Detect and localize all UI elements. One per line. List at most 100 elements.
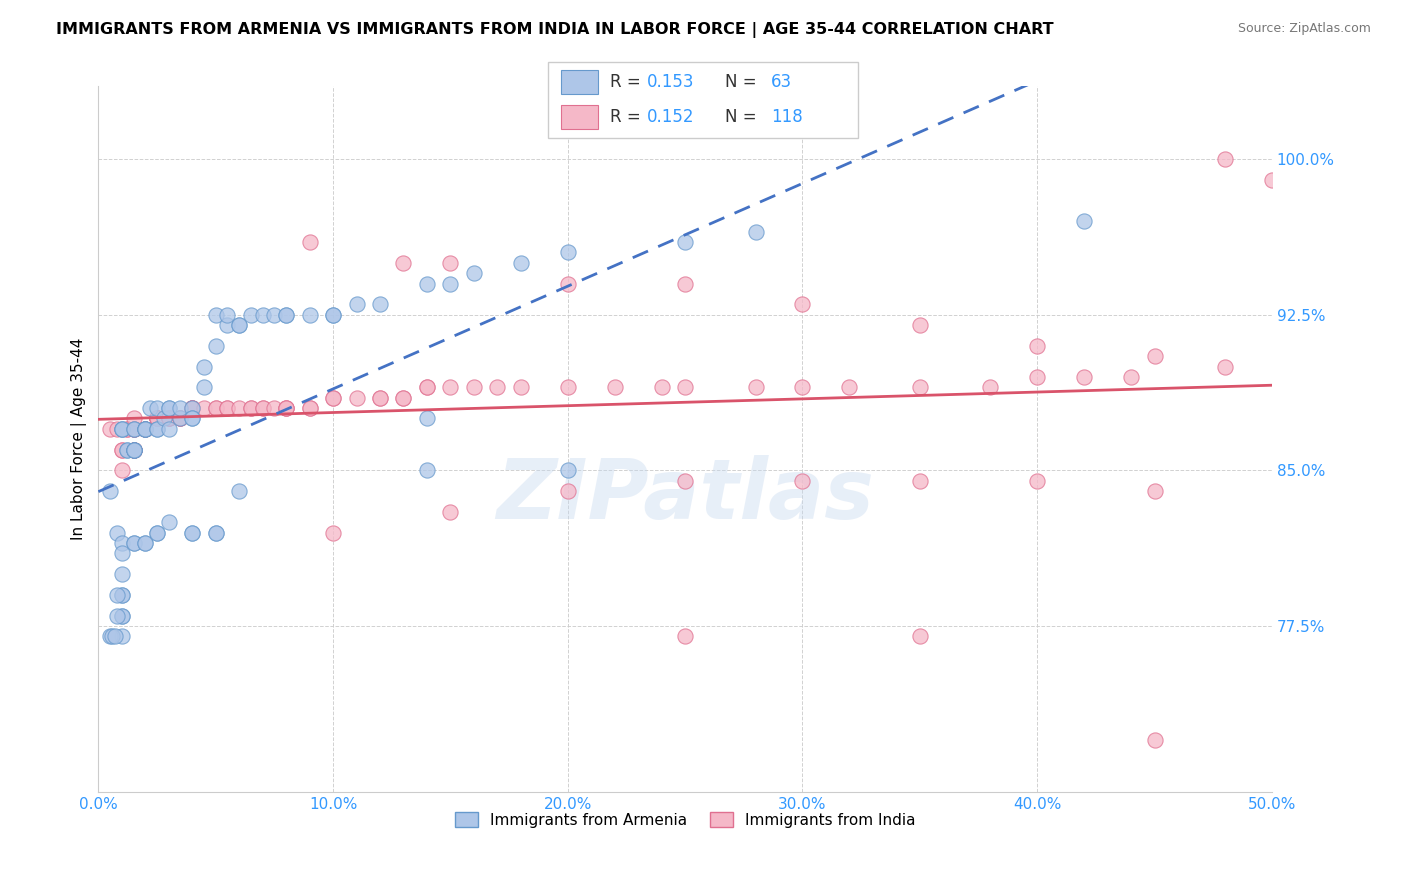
Legend: Immigrants from Armenia, Immigrants from India: Immigrants from Armenia, Immigrants from…	[449, 805, 922, 834]
Point	[298, 401, 321, 415]
Point	[169, 411, 191, 425]
Bar	[561, 70, 598, 95]
Point	[792, 297, 814, 311]
Point	[111, 422, 134, 436]
Point	[204, 308, 226, 322]
Point	[228, 483, 250, 498]
Point	[1143, 483, 1166, 498]
Point	[139, 401, 162, 415]
Point	[157, 422, 180, 436]
Point	[673, 277, 696, 291]
Point	[111, 608, 134, 623]
Point	[204, 525, 226, 540]
Point	[122, 442, 145, 457]
Point	[122, 442, 145, 457]
Point	[111, 536, 134, 550]
Point	[146, 411, 169, 425]
Point	[298, 235, 321, 249]
Point	[557, 245, 579, 260]
Point	[239, 401, 262, 415]
Point	[673, 235, 696, 249]
Point	[122, 442, 145, 457]
Point	[146, 411, 169, 425]
Point	[122, 422, 145, 436]
Point	[134, 422, 156, 436]
Point	[146, 525, 169, 540]
Point	[274, 308, 297, 322]
Point	[263, 401, 285, 415]
Point	[263, 308, 285, 322]
Point	[111, 629, 134, 643]
Text: N =: N =	[724, 73, 762, 91]
Point	[368, 297, 391, 311]
Point	[98, 422, 121, 436]
Point	[157, 401, 180, 415]
Point	[181, 525, 204, 540]
Point	[744, 225, 766, 239]
Point	[416, 277, 439, 291]
Point	[146, 411, 169, 425]
Point	[169, 411, 191, 425]
Point	[157, 411, 180, 425]
Point	[204, 339, 226, 353]
Point	[274, 401, 297, 415]
Point	[298, 308, 321, 322]
Point	[274, 308, 297, 322]
Point	[509, 256, 531, 270]
Point	[122, 442, 145, 457]
Point	[557, 483, 579, 498]
Point	[217, 401, 239, 415]
Point	[228, 401, 250, 415]
Point	[111, 588, 134, 602]
Point	[134, 422, 156, 436]
Point	[157, 515, 180, 529]
Text: 118: 118	[770, 108, 803, 126]
Point	[368, 391, 391, 405]
Point	[122, 536, 145, 550]
Point	[204, 525, 226, 540]
Point	[105, 588, 128, 602]
Text: IMMIGRANTS FROM ARMENIA VS IMMIGRANTS FROM INDIA IN LABOR FORCE | AGE 35-44 CORR: IMMIGRANTS FROM ARMENIA VS IMMIGRANTS FR…	[56, 22, 1054, 38]
FancyBboxPatch shape	[548, 62, 858, 138]
Point	[146, 401, 169, 415]
Point	[217, 308, 239, 322]
Point	[908, 380, 931, 394]
Point	[1213, 359, 1236, 374]
Point	[181, 401, 204, 415]
Point	[1026, 339, 1049, 353]
Point	[98, 483, 121, 498]
Point	[115, 422, 138, 436]
Point	[1026, 370, 1049, 384]
Point	[169, 411, 191, 425]
Point	[322, 391, 344, 405]
Point	[134, 536, 156, 550]
Point	[134, 536, 156, 550]
Point	[134, 422, 156, 436]
Bar	[561, 105, 598, 129]
Point	[122, 536, 145, 550]
Point	[181, 401, 204, 415]
Point	[298, 401, 321, 415]
Point	[146, 411, 169, 425]
Point	[239, 401, 262, 415]
Point	[1119, 370, 1142, 384]
Point	[146, 411, 169, 425]
Point	[1143, 733, 1166, 747]
Point	[146, 422, 169, 436]
Point	[122, 422, 145, 436]
Point	[239, 308, 262, 322]
Point	[1261, 173, 1284, 187]
Point	[346, 297, 368, 311]
Point	[111, 422, 134, 436]
Point	[153, 411, 176, 425]
Point	[322, 308, 344, 322]
Point	[104, 629, 127, 643]
Point	[1143, 349, 1166, 363]
Point	[111, 546, 134, 560]
Point	[392, 391, 415, 405]
Point	[111, 463, 134, 477]
Point	[416, 380, 439, 394]
Point	[111, 588, 134, 602]
Point	[228, 318, 250, 332]
Point	[181, 401, 204, 415]
